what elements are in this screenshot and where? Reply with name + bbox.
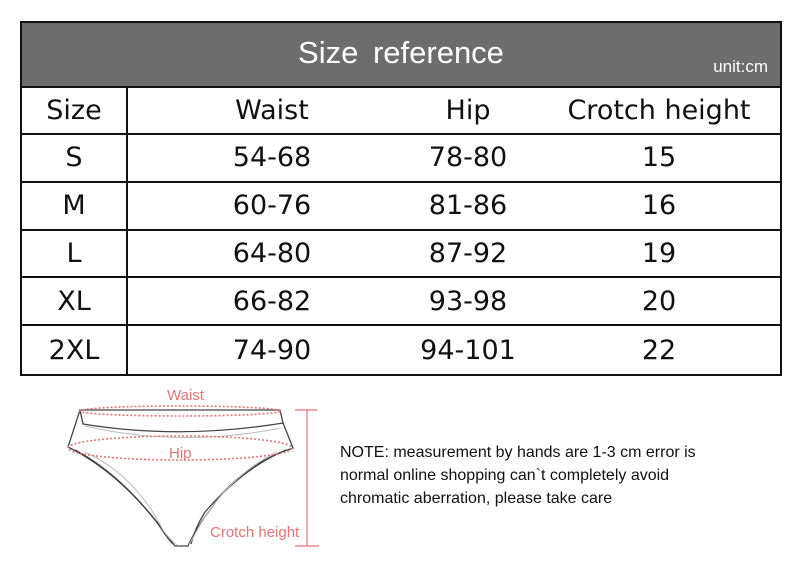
size-cell: S: [22, 135, 128, 181]
table-row: XL 66-82 93-98 20: [22, 278, 780, 327]
size-reference-table: Size reference unit:cm Size Waist Hip Crotc…: [20, 21, 782, 376]
column-header: Hip: [445, 95, 491, 126]
table-cell: 60-76: [232, 190, 312, 222]
table-cell: 87-92: [428, 237, 508, 269]
table-header-row: Size Waist Hip Crotch height: [22, 88, 780, 135]
briefs-inner-lines: [84, 425, 282, 546]
table-cell: 93-98: [428, 285, 508, 317]
note-line: chromatic aberration, please take care: [340, 490, 613, 507]
hip-label: Hip: [169, 445, 192, 462]
table-cell: 16: [641, 190, 677, 222]
table-cell: 54-68: [232, 142, 312, 174]
note-line: normal online shopping can`t completely …: [340, 467, 670, 484]
crotch-height-ruler: [295, 409, 319, 547]
table-cell: 19: [641, 237, 677, 269]
column-header: Waist: [235, 95, 309, 126]
table-cell: 94-101: [420, 334, 516, 366]
measurement-note: NOTE: measurement by hands are 1-3 cm er…: [340, 441, 696, 510]
unit-label: unit:cm: [713, 57, 768, 76]
table-row: 2XL 74-90 94-101 22: [22, 326, 780, 374]
crotch-height-label: Crotch height: [210, 524, 300, 541]
table-row: M 60-76 81-86 16: [22, 182, 780, 231]
table-cell: 64-80: [232, 237, 312, 269]
table-title-band: Size reference unit:cm: [22, 23, 780, 88]
table-cell: 15: [641, 142, 677, 174]
table-title: Size reference: [298, 35, 504, 70]
table-cell: 78-80: [428, 142, 508, 174]
size-cell: L: [22, 230, 128, 277]
table-cell: 20: [641, 285, 677, 317]
measurement-dotted-lines: [67, 405, 293, 461]
size-cell: M: [22, 182, 128, 229]
table-cell: 22: [641, 334, 677, 366]
table-row: S 54-68 78-80 15: [22, 135, 780, 183]
column-header: Crotch height: [567, 95, 751, 126]
note-line: NOTE: measurement by hands are 1-3 cm er…: [340, 444, 696, 461]
column-header: Size: [22, 88, 128, 133]
waist-label: Waist: [167, 387, 205, 404]
table-cell: 66-82: [232, 285, 312, 317]
briefs-measurement-illustration: Waist Hip Crotch height: [67, 387, 319, 547]
table-cell: 81-86: [428, 190, 508, 222]
size-cell: 2XL: [22, 326, 128, 374]
table-cell: 74-90: [232, 334, 312, 366]
table-row: L 64-80 87-92 19: [22, 230, 780, 279]
size-cell: XL: [22, 278, 128, 325]
